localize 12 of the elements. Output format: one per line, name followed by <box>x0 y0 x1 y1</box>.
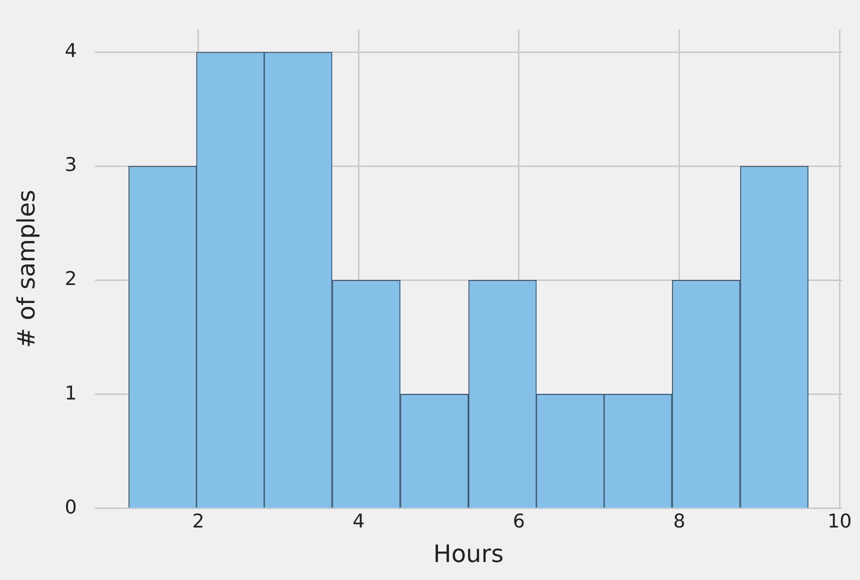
y-tick-label: 3 <box>64 154 77 176</box>
x-tick-label: 6 <box>512 510 525 533</box>
x-tick-label: 2 <box>192 510 204 533</box>
y-tick-label: 4 <box>64 40 77 62</box>
y-axis-title: # of samples <box>12 190 41 348</box>
y-tick-label: 0 <box>64 496 77 518</box>
x-axis-title: Hours <box>433 540 504 568</box>
x-tick-label: 8 <box>673 510 686 533</box>
y-tick-label: 2 <box>64 268 77 290</box>
x-tick-label: 10 <box>828 510 852 533</box>
y-tick-label: 1 <box>64 382 77 404</box>
x-tick-label: 4 <box>352 510 365 533</box>
